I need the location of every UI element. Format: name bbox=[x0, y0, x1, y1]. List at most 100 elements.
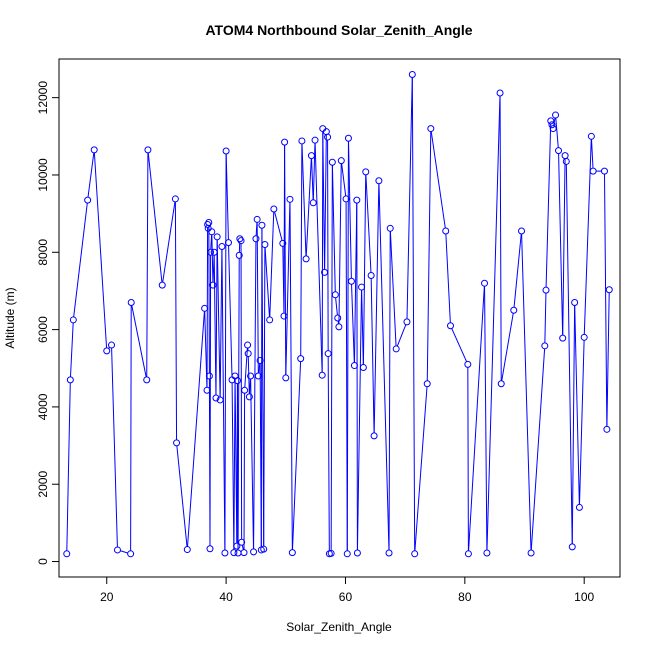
series-segment bbox=[321, 131, 324, 373]
series-segment bbox=[305, 158, 312, 256]
data-point bbox=[298, 137, 306, 145]
data-point bbox=[201, 304, 209, 312]
series-segment bbox=[468, 286, 485, 551]
series-segment bbox=[604, 174, 608, 427]
data-point bbox=[256, 357, 264, 365]
x-tick-label: 80 bbox=[458, 590, 472, 604]
series-segment bbox=[93, 152, 108, 348]
series-segment bbox=[411, 77, 416, 551]
series-segment bbox=[555, 117, 559, 148]
series-segment bbox=[583, 139, 592, 335]
data-point bbox=[250, 548, 258, 556]
series-segment bbox=[451, 328, 468, 362]
data-point bbox=[260, 545, 268, 553]
series-segment bbox=[147, 152, 163, 283]
data-point bbox=[282, 374, 290, 382]
series-segment bbox=[66, 382, 71, 551]
series-segment bbox=[544, 293, 547, 343]
data-point bbox=[280, 312, 288, 320]
data-point bbox=[233, 542, 241, 550]
y-tick-label: 0 bbox=[36, 558, 50, 565]
series-segment bbox=[131, 305, 147, 378]
series-segment bbox=[430, 131, 446, 229]
data-point bbox=[367, 271, 375, 279]
data-point bbox=[205, 219, 213, 227]
series-segment bbox=[162, 201, 176, 283]
series-segment bbox=[356, 203, 358, 551]
series-segment bbox=[574, 305, 580, 505]
data-point bbox=[561, 152, 569, 160]
series-segment bbox=[247, 356, 250, 394]
series-segment bbox=[499, 96, 502, 381]
data-point bbox=[253, 215, 261, 223]
data-point bbox=[562, 157, 570, 165]
series-segment bbox=[216, 239, 221, 397]
series-segment bbox=[521, 234, 532, 551]
data-point bbox=[353, 196, 361, 204]
data-point bbox=[212, 394, 220, 402]
x-axis: 20 40 60 80 100 bbox=[100, 577, 595, 604]
data-point bbox=[321, 268, 329, 276]
y-axis: 0 2000 4000 6000 8000 10000 12000 bbox=[36, 81, 59, 565]
data-point bbox=[258, 221, 266, 229]
data-point bbox=[331, 291, 339, 299]
data-point bbox=[66, 376, 74, 384]
data-point bbox=[411, 550, 419, 558]
data-point bbox=[218, 242, 226, 250]
series-segment bbox=[174, 201, 178, 440]
data-point bbox=[358, 283, 366, 291]
series-segment bbox=[243, 393, 246, 550]
data-point bbox=[233, 377, 241, 385]
data-point bbox=[548, 121, 556, 129]
data-point bbox=[605, 286, 613, 294]
series-segment bbox=[176, 445, 188, 547]
data-point bbox=[281, 138, 289, 146]
series-segment bbox=[301, 143, 307, 256]
data-point bbox=[575, 503, 583, 511]
series-segment bbox=[362, 174, 367, 365]
data-point bbox=[245, 393, 253, 401]
series-segment bbox=[130, 305, 132, 551]
data-point bbox=[542, 286, 550, 294]
series-segment bbox=[346, 141, 349, 551]
series-segment bbox=[348, 141, 352, 279]
data-point bbox=[427, 125, 435, 133]
series-line bbox=[66, 77, 610, 554]
data-point bbox=[375, 177, 383, 185]
series-markers bbox=[63, 70, 613, 558]
data-point bbox=[342, 195, 350, 203]
data-point bbox=[359, 363, 367, 371]
data-point bbox=[171, 195, 179, 203]
series-segment bbox=[558, 153, 564, 336]
data-point bbox=[203, 386, 211, 394]
x-tick-label: 60 bbox=[339, 590, 353, 604]
data-point bbox=[208, 228, 216, 236]
series-segment bbox=[378, 183, 390, 551]
x-tick-label: 100 bbox=[574, 590, 594, 604]
data-point bbox=[442, 227, 450, 235]
data-point bbox=[63, 550, 71, 558]
series-segment bbox=[565, 164, 573, 544]
series-segment bbox=[269, 211, 275, 317]
data-point bbox=[547, 117, 555, 125]
series-segment bbox=[327, 356, 330, 551]
data-point bbox=[385, 549, 393, 557]
data-point bbox=[362, 168, 370, 176]
series-segment bbox=[284, 145, 287, 375]
y-axis-label: Altitude (m) bbox=[3, 287, 17, 348]
data-point bbox=[518, 227, 526, 235]
data-point bbox=[206, 545, 214, 553]
series-segment bbox=[187, 311, 205, 547]
data-point bbox=[108, 341, 116, 349]
series-segment bbox=[87, 152, 95, 198]
data-point bbox=[234, 549, 242, 557]
series-segment bbox=[571, 305, 576, 544]
series-segment bbox=[208, 225, 210, 373]
series-segment bbox=[211, 234, 214, 283]
data-point bbox=[307, 152, 315, 160]
series-segment bbox=[389, 231, 397, 346]
series-segment bbox=[231, 382, 235, 550]
data-point bbox=[90, 146, 98, 154]
data-point bbox=[324, 350, 332, 358]
y-tick-label: 4000 bbox=[36, 393, 50, 420]
